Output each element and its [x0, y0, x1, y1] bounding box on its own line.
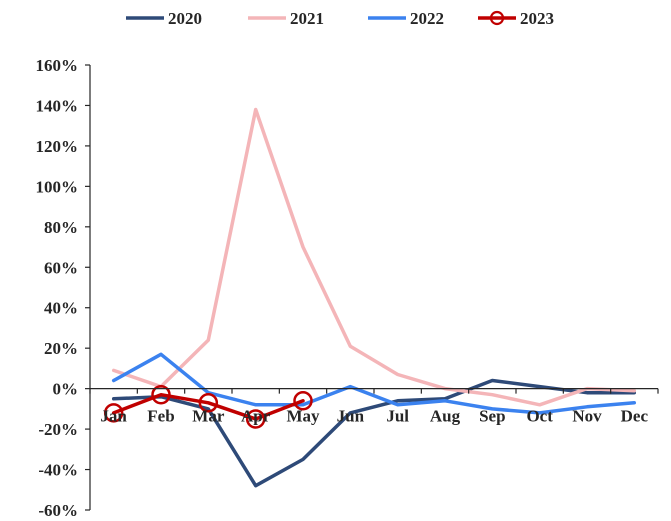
series-line-2023 [111, 392, 305, 421]
y-tick-label-80: 80% [44, 218, 78, 237]
series-2023 [103, 384, 313, 429]
y-tick-label-100: 100% [36, 177, 79, 196]
x-tick-label-dec: Dec [621, 407, 649, 426]
legend-label-2020: 2020 [168, 9, 202, 28]
x-axis: Jan Feb Mar Apr May Jun Jul Aug Sep Oct Nov Dec [89, 388, 659, 426]
point-2023-mar [198, 393, 219, 413]
y-tick-label-20: -20% [38, 420, 78, 439]
x-tick-label-aug: Aug [430, 407, 461, 426]
legend-entry-2023: 2023 [478, 9, 554, 28]
y-tick-label-20: 20% [44, 339, 78, 358]
y-axis: 160% 140% 120% 100% 80% 60% 40% 20% 0% -20% -40% -6… [36, 56, 91, 520]
legend-label-2022: 2022 [410, 9, 444, 28]
legend-entry-2022: 2022 [368, 9, 444, 28]
y-tick-label-0: 0% [53, 380, 79, 399]
x-tick-label-apr: Apr [241, 407, 271, 426]
x-tick-label-sep: Sep [479, 407, 505, 426]
y-tick-label-40: 40% [44, 299, 78, 318]
series-2021 [111, 107, 637, 407]
x-tick-label-nov: Nov [572, 407, 602, 426]
x-tick-label-jun: Jun [337, 407, 365, 426]
series-layer [103, 107, 637, 488]
x-tick-label-feb: Feb [147, 407, 174, 426]
point-2023-feb [151, 384, 171, 405]
series-line-2021 [111, 107, 637, 407]
point-2023-may [293, 391, 313, 411]
point-2023-jan [103, 403, 124, 423]
x-tick-label-may: May [286, 407, 320, 426]
legend-entry-2020: 2020 [126, 9, 202, 28]
legend-label-2021: 2021 [290, 9, 324, 28]
chart-legend: 2020 2021 2022 2023 [126, 9, 554, 28]
y-tick-label-140: 140% [36, 96, 79, 115]
series-2022 [111, 352, 637, 415]
series-line-2022 [111, 352, 637, 415]
y-tick-label-60: 60% [44, 258, 78, 277]
y-tick-label-120: 120% [36, 137, 79, 156]
x-tick-label-oct: Oct [526, 407, 553, 426]
legend-entry-2021: 2021 [248, 9, 324, 28]
y-tick-label-40: -40% [38, 461, 78, 480]
y-tick-label-160: 160% [36, 56, 79, 75]
legend-label-2023: 2023 [520, 9, 554, 28]
x-tick-label-jul: Jul [386, 407, 409, 426]
y-tick-label-60: -60% [38, 501, 78, 520]
legend-marker-2023 [489, 10, 505, 26]
x-tick-label-jan: Jan [100, 407, 127, 426]
point-2023-apr [245, 409, 266, 429]
x-tick-label-mar: Mar [192, 407, 225, 426]
